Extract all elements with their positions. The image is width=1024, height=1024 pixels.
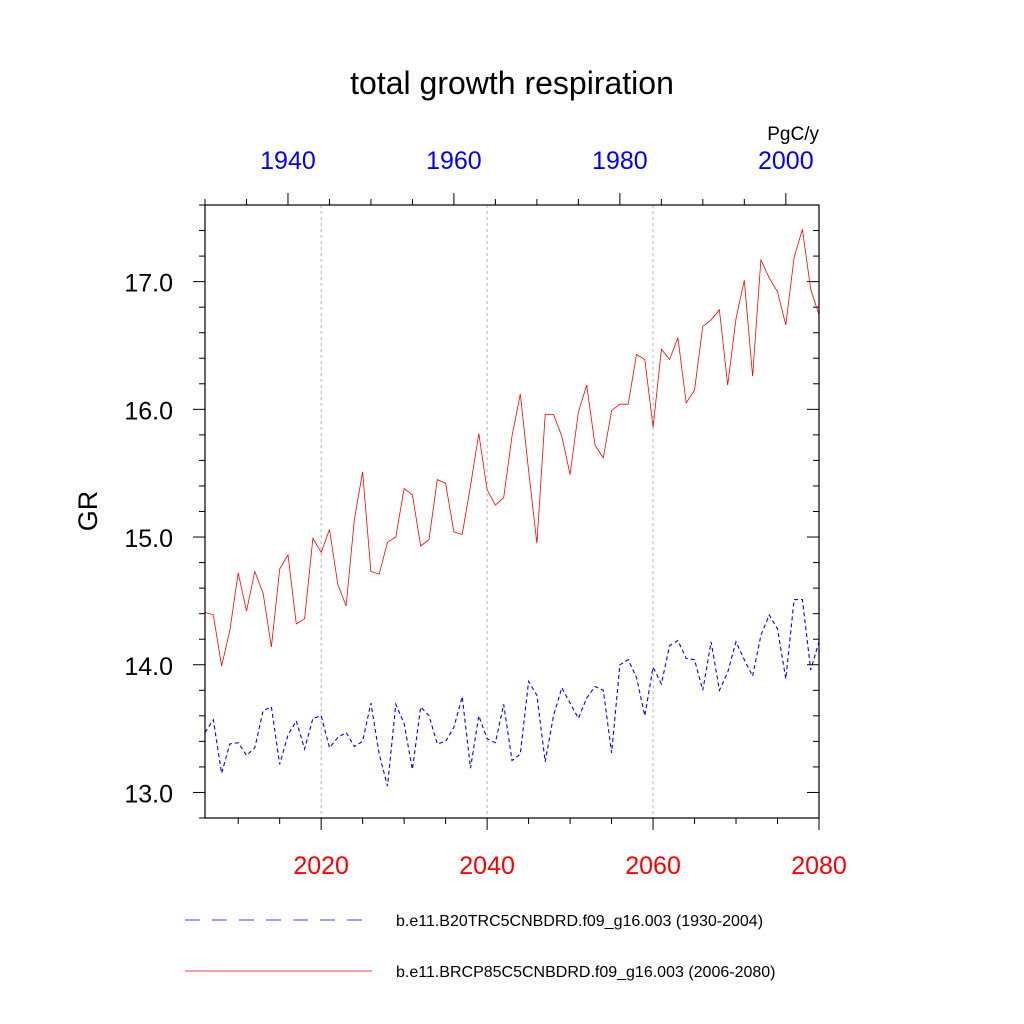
y-axis-label: GR [73, 491, 103, 532]
xtick-label-bottom-2040: 2040 [459, 852, 515, 880]
series-line-historical [204, 599, 820, 787]
xtick-label-bottom-2060: 2060 [625, 852, 681, 880]
series-line-rcp85 [204, 229, 820, 667]
vertical-gridlines [320, 205, 654, 818]
units-label: PgC/y [767, 124, 819, 145]
xtick-label-top-2000: 2000 [758, 147, 814, 175]
legend-label-historical: b.e11.B20TRC5CNBDRD.f09_g16.003 (1930-20… [396, 913, 763, 930]
xtick-label-top-1960: 1960 [426, 147, 482, 175]
bottom-x-tick-labels: 2020 2040 2060 2080 [293, 852, 846, 880]
xtick-label-bottom-2020: 2020 [293, 852, 349, 880]
axis-ticks [193, 193, 820, 830]
ytick-label-16.0: 16.0 [124, 397, 173, 425]
xtick-label-top-1980: 1980 [592, 147, 648, 175]
legend: b.e11.B20TRC5CNBDRD.f09_g16.003 (1930-20… [185, 913, 775, 981]
ytick-label-15.0: 15.0 [124, 525, 173, 553]
xtick-label-top-1940: 1940 [260, 147, 316, 175]
y-tick-labels: 13.0 14.0 15.0 16.0 17.0 [124, 270, 173, 809]
xtick-label-bottom-2080: 2080 [791, 852, 847, 880]
ytick-label-13.0: 13.0 [124, 780, 173, 808]
legend-label-rcp85: b.e11.BRCP85C5CNBDRD.f09_g16.003 (2006-2… [396, 964, 775, 981]
series-lines [204, 229, 820, 787]
ytick-label-14.0: 14.0 [124, 653, 173, 681]
ytick-label-17.0: 17.0 [124, 270, 173, 298]
chart-title: total growth respiration [350, 65, 674, 101]
top-x-tick-labels: 1940 1960 1980 2000 [260, 147, 813, 175]
plot-frame [204, 204, 820, 819]
